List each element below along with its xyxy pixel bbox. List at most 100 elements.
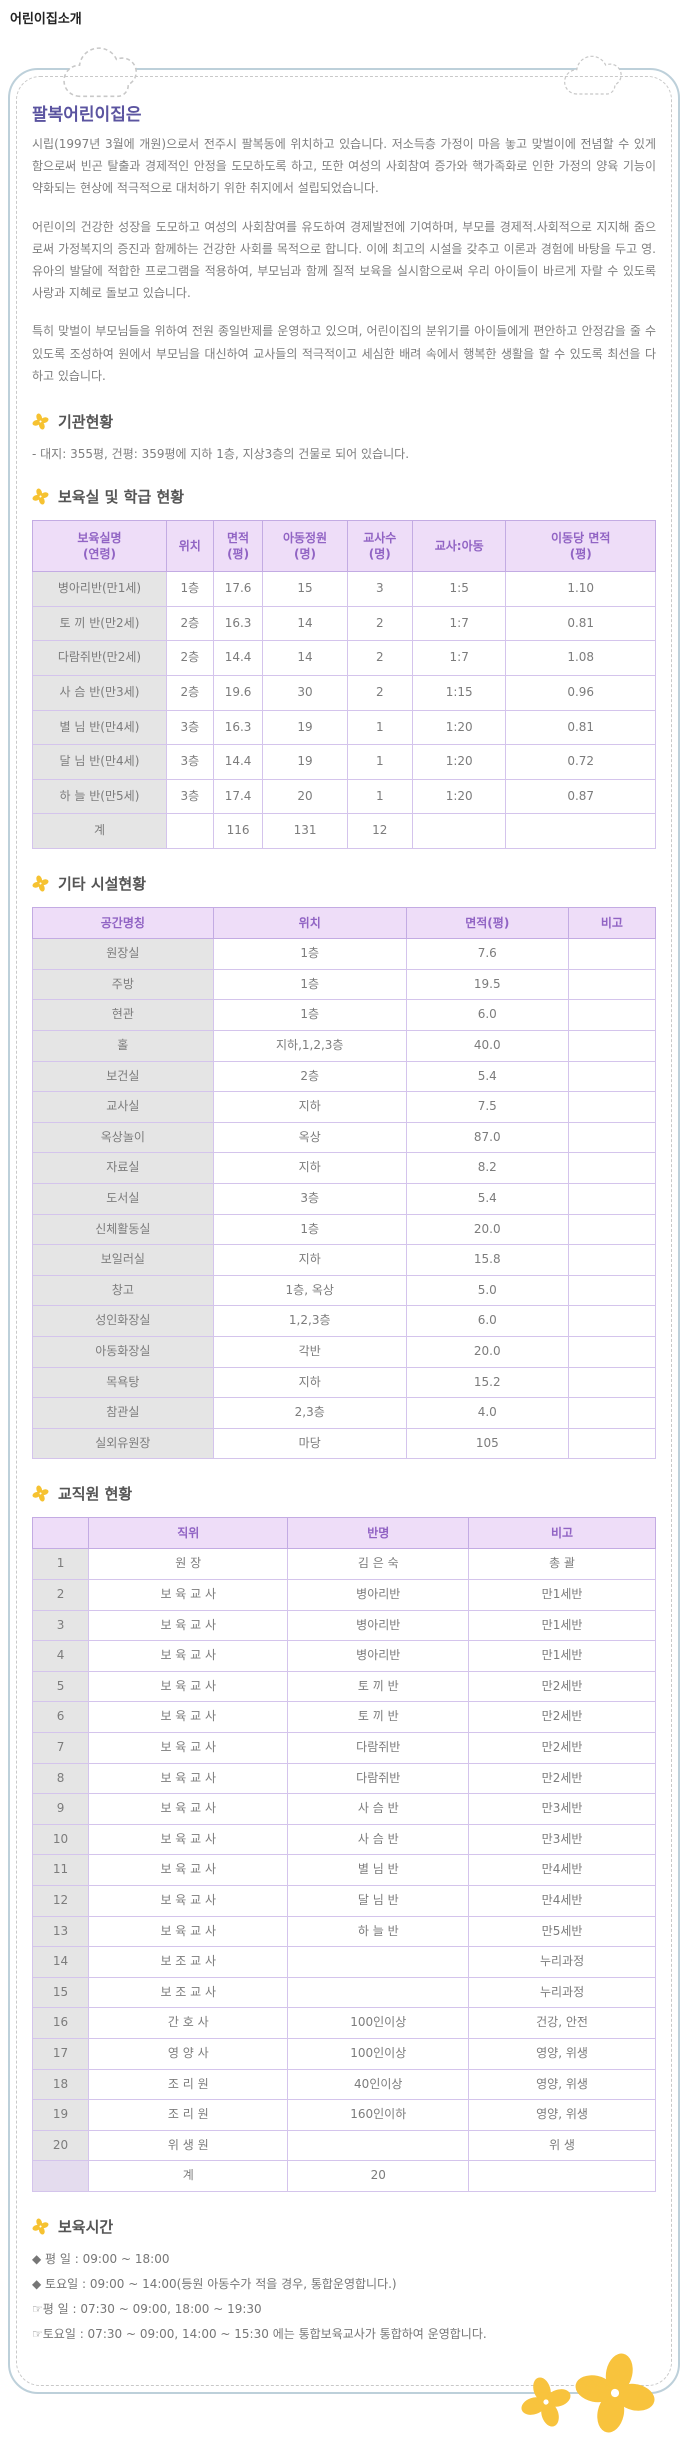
flower-icon	[32, 2218, 49, 2235]
table-cell	[567, 1244, 657, 1276]
header-cell	[31, 1517, 90, 1550]
table-cell: 지하,1,2,3층	[212, 1029, 407, 1062]
header-cell: 보육실명 (연령)	[32, 519, 167, 573]
section-title-hours: 보육시간	[32, 2216, 656, 2237]
table-cell: 보 육 교 사	[88, 1609, 289, 1642]
table-cell	[567, 999, 657, 1031]
header-cell: 이동당 면적 (평)	[505, 519, 656, 573]
table-cell: 다람쥐반(만2세)	[32, 640, 167, 677]
intro-heading: 팔복어린이집은	[32, 105, 142, 125]
content-frame: 팔복어린이집은 시립(1997년 3월에 개원)으로서 전주시 팔복동에 위치하…	[8, 47, 680, 2433]
table-cell: 1:20	[411, 709, 507, 746]
table-row: 18 조 리 원 40인이상 영양, 위생	[31, 2068, 656, 2101]
table-cell: 아동화장실	[32, 1335, 214, 1368]
table-cell	[31, 2160, 90, 2192]
table-cell: 만2세반	[468, 1732, 656, 1764]
header-cell: 위치	[212, 906, 407, 940]
table-cell: 2층	[165, 675, 214, 711]
table-cell: 5.0	[405, 1274, 569, 1307]
table-cell: 15	[262, 571, 348, 607]
table-cell: 자료실	[32, 1152, 214, 1184]
table-cell: 병아리반	[287, 1640, 470, 1672]
table-cell: 보 육 교 사	[88, 1915, 289, 1948]
table-cell: 총 괄	[468, 1548, 656, 1581]
page-title: 어린이집소개	[10, 12, 82, 27]
header-cell: 위치	[165, 519, 214, 573]
table-cell: 보건실	[32, 1060, 214, 1093]
section-title-text: 교직원 현황	[58, 1485, 133, 1504]
table-cell: 16.3	[212, 709, 264, 746]
table-cell: 2	[346, 675, 413, 711]
table-row: 계 20	[31, 2160, 656, 2192]
table-cell: 2	[346, 640, 413, 677]
table-cell	[567, 1091, 657, 1123]
table-cell: 4	[31, 1640, 90, 1672]
table-cell: 131	[262, 813, 348, 849]
hour-line: ☞평 일 : 07:30 ~ 09:00, 18:00 ~ 19:30	[32, 2301, 262, 2316]
header-cell: 면적(평)	[405, 906, 569, 940]
table-header-row: 직위 반명 비고	[31, 1517, 656, 1550]
table-cell: 만1세반	[468, 1609, 656, 1642]
table-cell: 30	[262, 675, 348, 711]
table-row: 보건실 2층 5.4	[32, 1060, 657, 1093]
table-cell: 보 조 교 사	[88, 1976, 289, 2009]
table-cell	[567, 1274, 657, 1307]
table-cell	[567, 1366, 657, 1399]
table-cell: 105	[405, 1427, 569, 1460]
table-cell: 0.81	[505, 709, 656, 746]
table-cell	[505, 813, 656, 849]
table-cell: 1	[346, 778, 413, 815]
table-cell	[165, 813, 214, 849]
intro-paragraph: 시립(1997년 3월에 개원)으로서 전주시 팔복동에 위치하고 있습니다. …	[32, 137, 656, 196]
table-row: 옥상놀이 옥상 87.0	[32, 1121, 657, 1154]
table-cell: 보일러실	[32, 1244, 214, 1276]
table-cell: 17.6	[212, 571, 264, 607]
header-cell: 비고	[468, 1517, 656, 1550]
table-cell: 18	[31, 2068, 90, 2101]
section-title-facilities: 기타 시설현황	[32, 873, 656, 894]
table-cell	[567, 1335, 657, 1368]
table-cell: 1:15	[411, 675, 507, 711]
table-cell: 1.08	[505, 640, 656, 677]
table-cell: 6	[31, 1701, 90, 1734]
table-cell: 1:7	[411, 640, 507, 677]
table-row: 달 님 반(만4세) 3층 14.4 19 1 1:20 0.72	[32, 744, 656, 780]
table-cell: 지하	[212, 1366, 407, 1399]
table-cell: 각반	[212, 1335, 407, 1368]
table-row: 사 슴 반(만3세) 2층 19.6 30 2 1:15 0.96	[32, 675, 656, 711]
table-cell: 사 슴 반(만3세)	[32, 675, 167, 711]
table-cell: 도서실	[32, 1182, 214, 1215]
table-cell: 20	[262, 778, 348, 815]
hour-line: ◆ 토요일 : 09:00 ~ 14:00(등원 아동수가 적을 경우, 통합운…	[32, 2276, 397, 2291]
table-cell: 12	[346, 813, 413, 849]
table-cell: 다람쥐반	[287, 1762, 470, 1795]
table-cell: 40인이상	[287, 2068, 470, 2101]
table-row: 홀 지하,1,2,3층 40.0	[32, 1029, 657, 1062]
table-cell	[567, 1029, 657, 1062]
table-cell: 19.5	[405, 968, 569, 1001]
table-cell: 19	[262, 709, 348, 746]
table-cell: 옥상	[212, 1121, 407, 1154]
table-cell: 15.2	[405, 1366, 569, 1399]
table-row: 아동화장실 각반 20.0	[32, 1335, 657, 1368]
table-cell: 창고	[32, 1274, 214, 1307]
table-cell	[567, 1152, 657, 1184]
table-cell: 14	[262, 640, 348, 677]
table-cell: 보 육 교 사	[88, 1640, 289, 1672]
table-cell: 14	[262, 605, 348, 642]
table-cell: 달 님 반(만4세)	[32, 744, 167, 780]
table-cell: 만1세반	[468, 1640, 656, 1672]
table-cell: 목욕탕	[32, 1366, 214, 1399]
table-cell: 100인이상	[287, 2007, 470, 2039]
table-cell: 보 육 교 사	[88, 1823, 289, 1856]
table-row: 계 116 131 12	[32, 813, 656, 849]
table-cell: 3층	[165, 744, 214, 780]
table-cell: 병아리반(만1세)	[32, 571, 167, 607]
table-cell	[287, 2129, 470, 2162]
table-cell	[567, 968, 657, 1001]
